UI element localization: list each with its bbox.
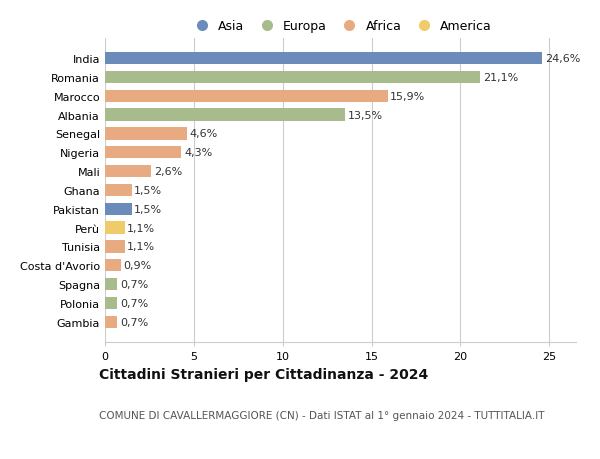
- Text: 13,5%: 13,5%: [347, 110, 383, 120]
- Bar: [105, 185, 131, 196]
- Bar: [105, 166, 151, 178]
- Text: 2,6%: 2,6%: [154, 167, 182, 177]
- Bar: [105, 90, 388, 103]
- Text: 0,7%: 0,7%: [120, 298, 148, 308]
- Text: 1,1%: 1,1%: [127, 242, 155, 252]
- Text: 0,9%: 0,9%: [124, 261, 152, 271]
- Bar: [105, 297, 118, 309]
- Text: 1,5%: 1,5%: [134, 185, 163, 196]
- Text: 15,9%: 15,9%: [390, 91, 425, 101]
- Bar: [105, 147, 181, 159]
- Text: 0,7%: 0,7%: [120, 280, 148, 290]
- Text: Cittadini Stranieri per Cittadinanza - 2024: Cittadini Stranieri per Cittadinanza - 2…: [99, 368, 428, 382]
- Bar: [105, 222, 125, 234]
- Bar: [105, 53, 542, 65]
- Text: 21,1%: 21,1%: [482, 73, 518, 83]
- Bar: [105, 109, 345, 121]
- Bar: [105, 260, 121, 272]
- Legend: Asia, Europa, Africa, America: Asia, Europa, Africa, America: [184, 15, 497, 38]
- Text: 4,3%: 4,3%: [184, 148, 212, 158]
- Bar: [105, 316, 118, 328]
- Text: 24,6%: 24,6%: [545, 54, 580, 64]
- Text: 1,1%: 1,1%: [127, 223, 155, 233]
- Bar: [105, 241, 125, 253]
- Bar: [105, 72, 480, 84]
- Bar: [105, 203, 131, 215]
- Bar: [105, 128, 187, 140]
- Text: 4,6%: 4,6%: [190, 129, 218, 139]
- Text: 1,5%: 1,5%: [134, 204, 163, 214]
- Text: 0,7%: 0,7%: [120, 317, 148, 327]
- Bar: [105, 278, 118, 291]
- Text: COMUNE DI CAVALLERMAGGIORE (CN) - Dati ISTAT al 1° gennaio 2024 - TUTTITALIA.IT: COMUNE DI CAVALLERMAGGIORE (CN) - Dati I…: [99, 410, 545, 420]
